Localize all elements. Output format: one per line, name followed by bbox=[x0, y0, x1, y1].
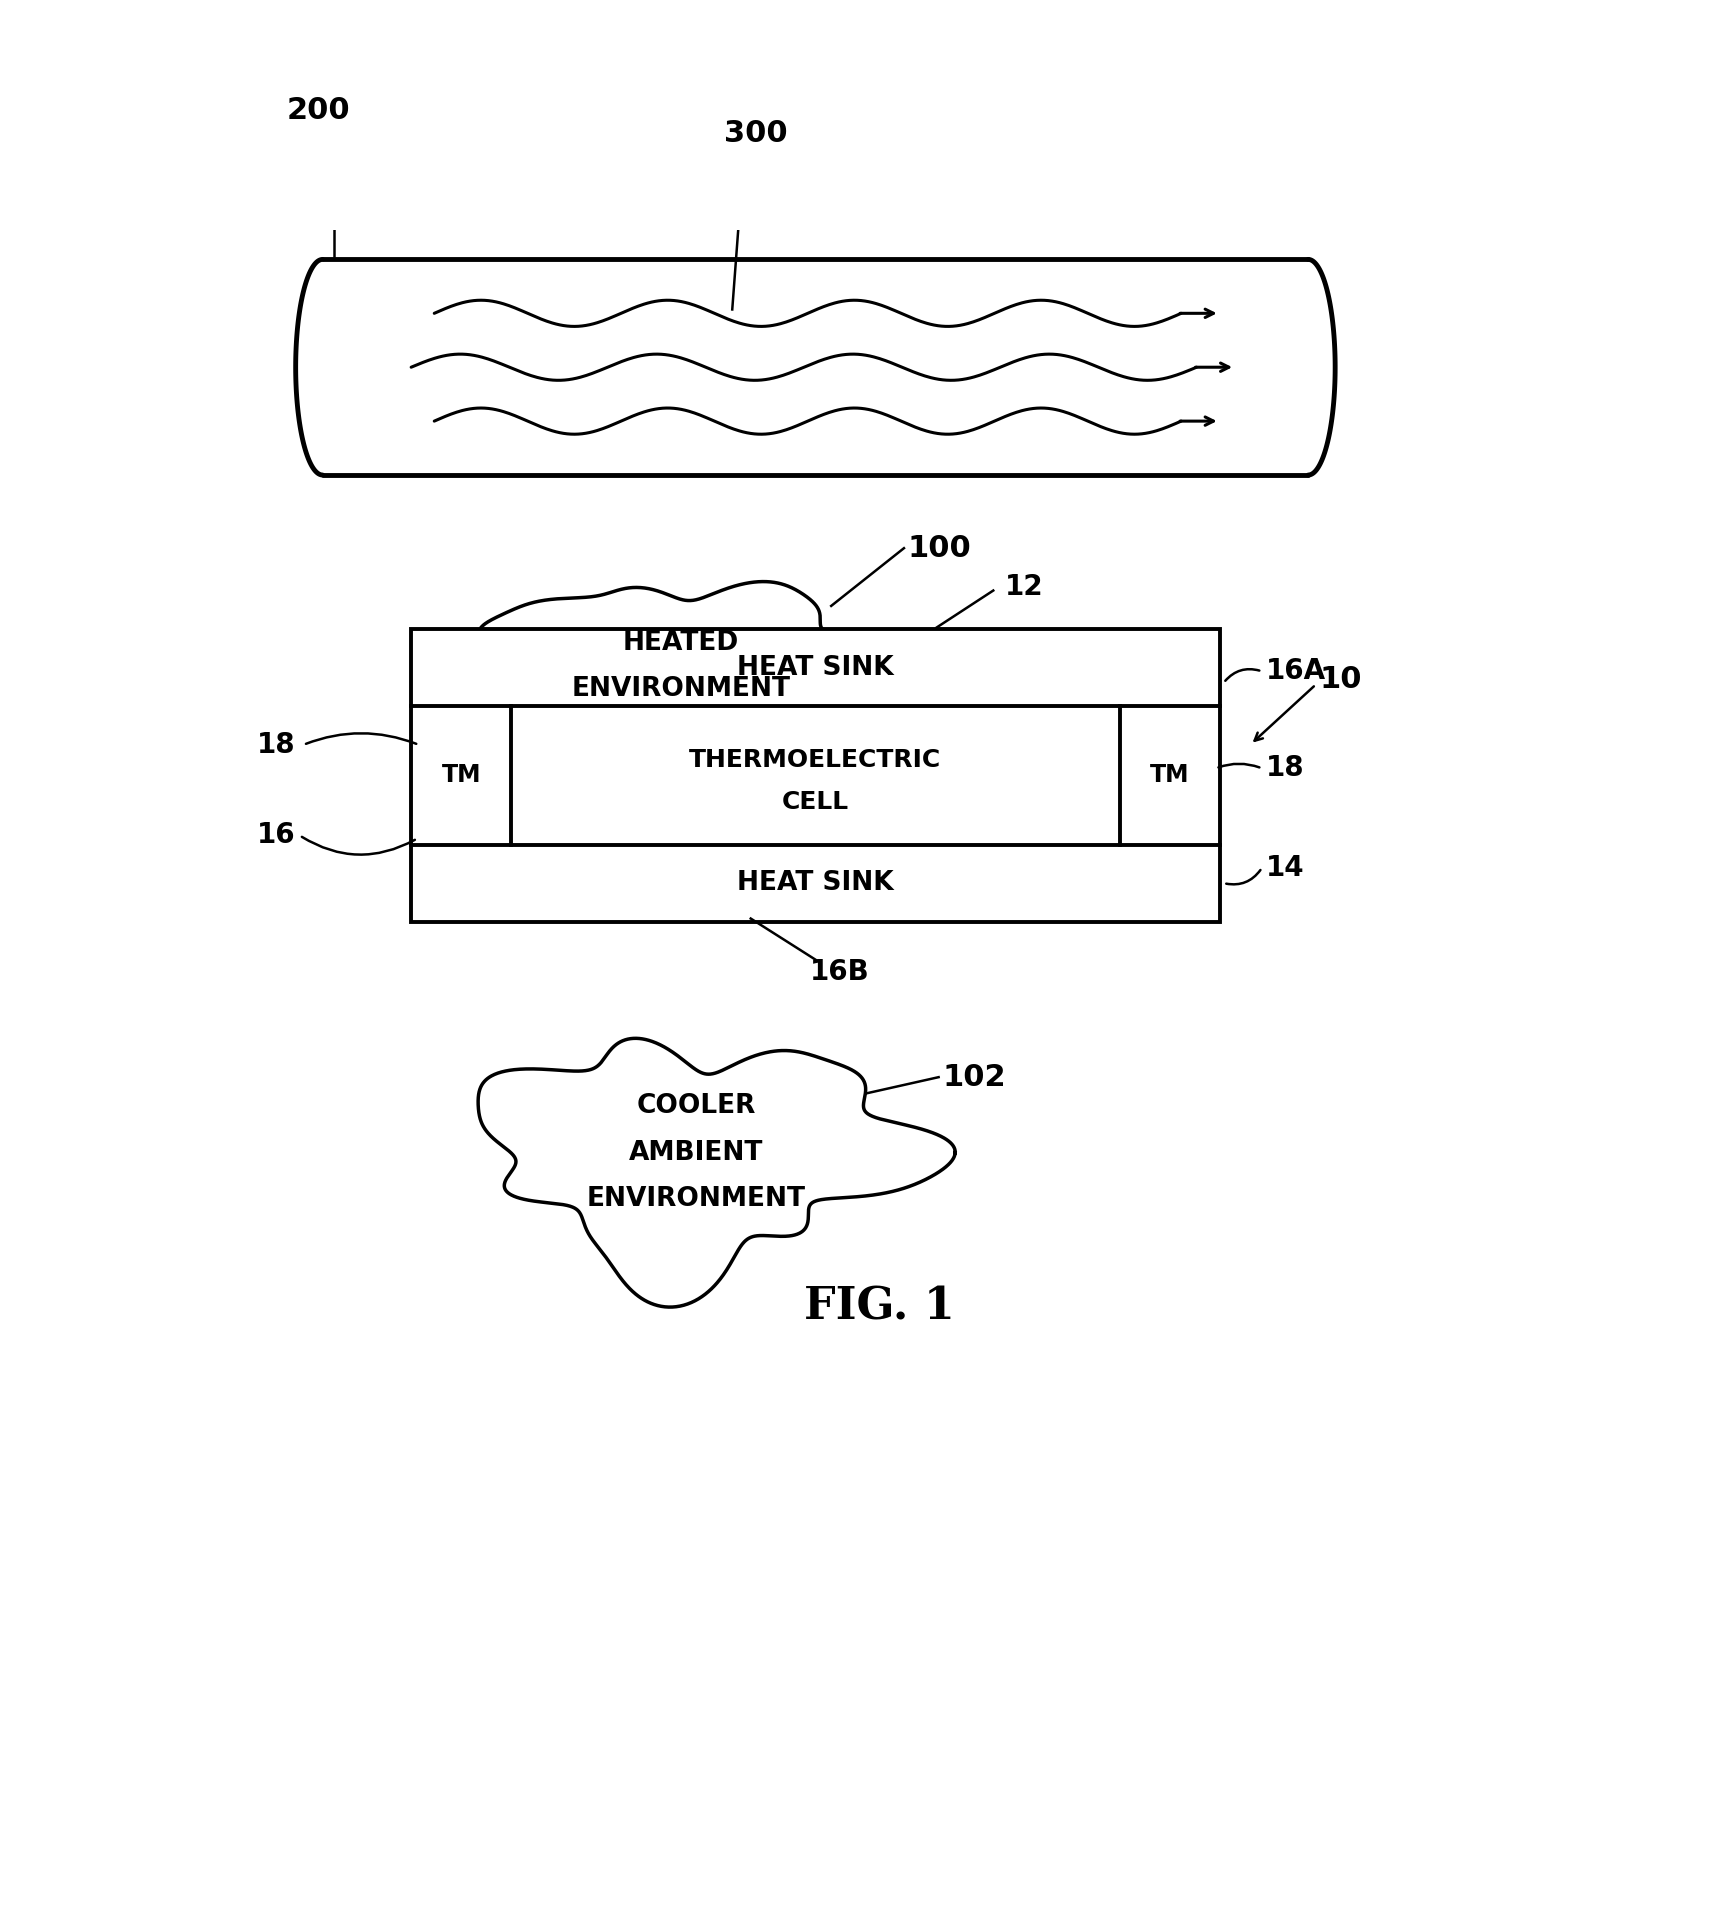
Bar bbox=[411, 629, 1219, 923]
Text: HEAT SINK: HEAT SINK bbox=[737, 871, 893, 896]
Text: TM: TM bbox=[1148, 763, 1190, 786]
Text: THERMOELECTRIC: THERMOELECTRIC bbox=[689, 748, 941, 771]
Text: HEAT SINK: HEAT SINK bbox=[737, 654, 893, 681]
Text: 300: 300 bbox=[723, 119, 787, 148]
Text: 16A: 16A bbox=[1265, 658, 1325, 685]
Text: 200: 200 bbox=[286, 96, 350, 125]
Text: 16: 16 bbox=[257, 821, 295, 850]
Text: 18: 18 bbox=[1265, 754, 1304, 783]
Text: 12: 12 bbox=[1004, 573, 1042, 600]
Text: CELL: CELL bbox=[782, 790, 848, 815]
Text: HEATED: HEATED bbox=[622, 629, 739, 656]
Text: 16B: 16B bbox=[809, 957, 869, 986]
Text: 102: 102 bbox=[943, 1063, 1006, 1091]
Text: COOLER: COOLER bbox=[636, 1093, 756, 1120]
Text: AMBIENT: AMBIENT bbox=[629, 1139, 763, 1166]
Text: TM: TM bbox=[440, 763, 480, 786]
Text: 18: 18 bbox=[257, 731, 295, 760]
Text: ENVIRONMENT: ENVIRONMENT bbox=[586, 1185, 806, 1212]
Text: FIG. 1: FIG. 1 bbox=[804, 1285, 953, 1327]
Text: 10: 10 bbox=[1320, 664, 1361, 694]
Text: ENVIRONMENT: ENVIRONMENT bbox=[571, 675, 790, 702]
Text: 100: 100 bbox=[907, 533, 972, 562]
Text: 14: 14 bbox=[1265, 854, 1304, 882]
